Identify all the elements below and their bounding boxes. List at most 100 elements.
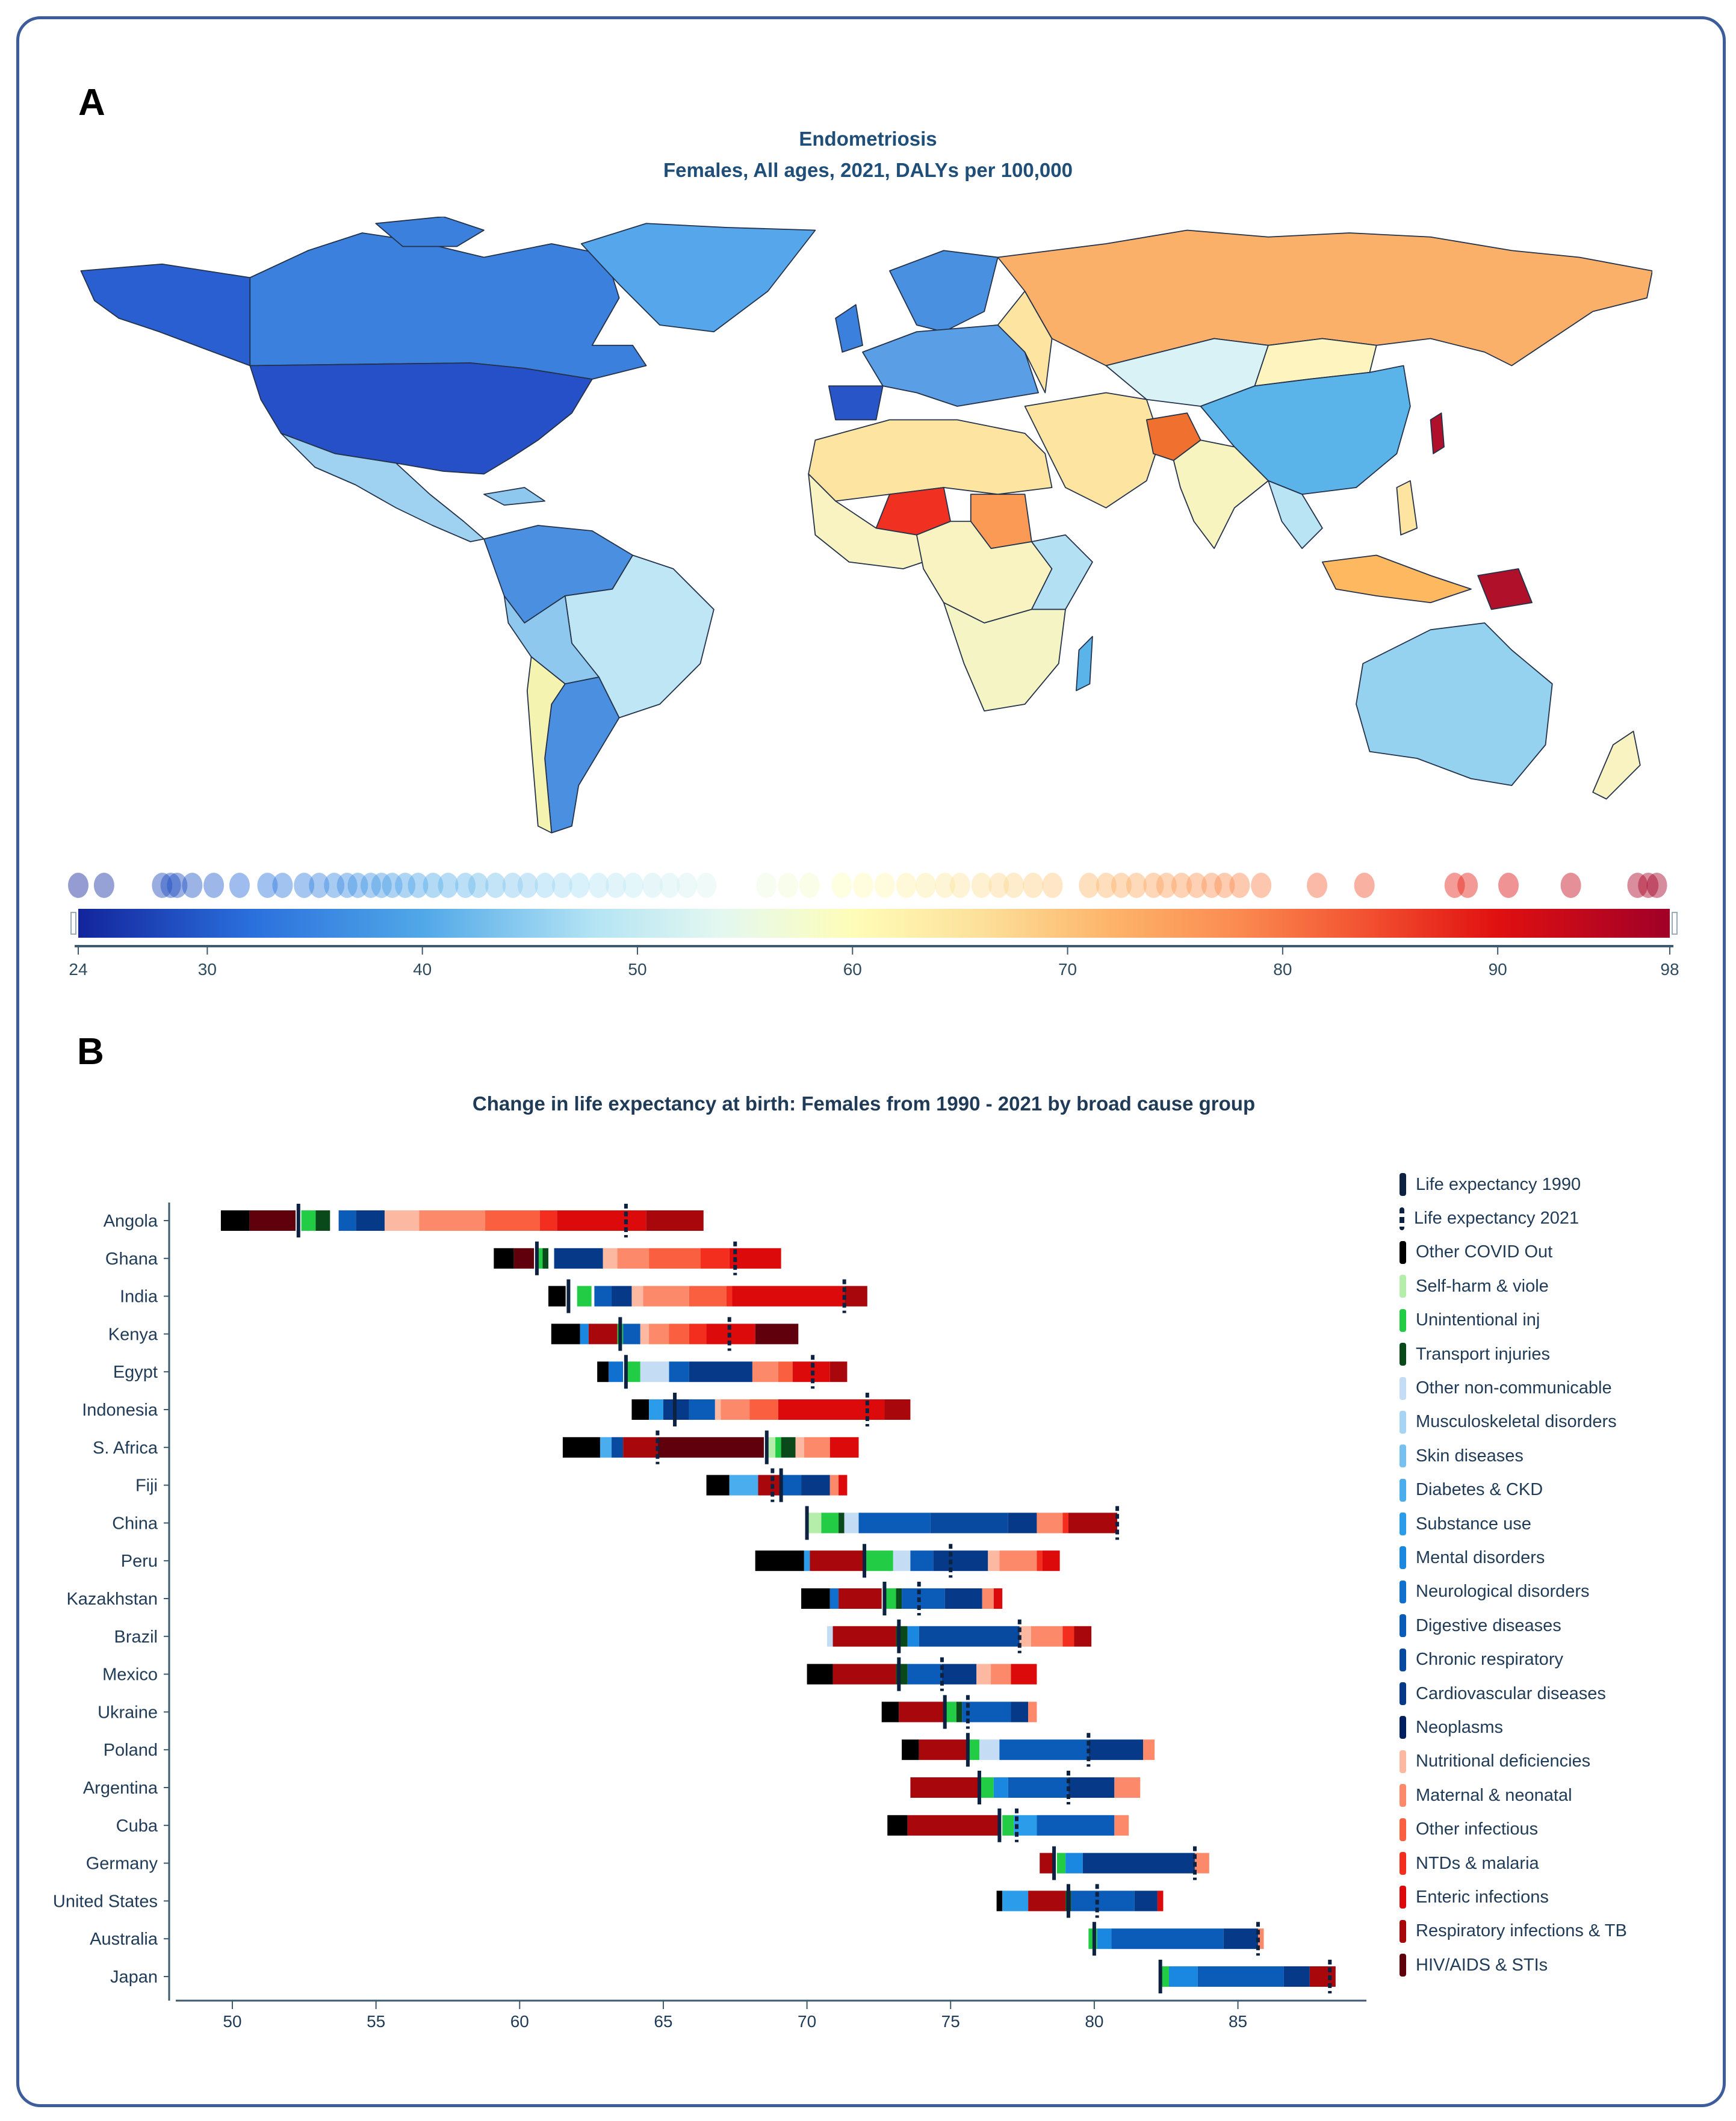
distribution-dot[interactable] [455,873,476,898]
distribution-dot[interactable] [257,873,278,898]
country-row[interactable]: Brazil [114,1619,1092,1653]
bar-segment[interactable] [1257,1928,1264,1949]
bar-segment[interactable] [996,1890,1003,1912]
bar-segment[interactable] [494,1248,514,1269]
bar-segment[interactable] [1143,1739,1155,1760]
bar-segment[interactable] [962,1701,1011,1723]
bar-segment[interactable] [249,1210,296,1231]
distribution-dot[interactable] [438,873,459,898]
bar-segment[interactable] [749,1399,778,1420]
bar-segment[interactable] [649,1324,669,1345]
bar-segment[interactable] [1134,1890,1158,1912]
bar-segment[interactable] [609,1361,624,1383]
bar-segment[interactable] [600,1437,612,1458]
bar-segment[interactable] [580,1324,589,1345]
bar-segment[interactable] [804,1550,810,1571]
bar-segment[interactable] [807,1664,833,1685]
bar-segment[interactable] [919,1626,1020,1647]
distribution-dot[interactable] [915,873,936,898]
bar-segment[interactable] [689,1361,752,1383]
distribution-dot[interactable] [1111,873,1132,898]
bar-segment[interactable] [617,1248,649,1269]
distribution-dot[interactable] [1560,873,1581,898]
bar-segment[interactable] [721,1399,750,1420]
bar-segment[interactable] [944,1701,956,1723]
bar-segment[interactable] [588,1324,618,1345]
bar-segment[interactable] [1223,1928,1258,1949]
distribution-dot[interactable] [831,873,852,898]
legend-item[interactable]: Musculoskeletal disorders [1400,1405,1627,1439]
distribution-dot[interactable] [1186,873,1207,898]
color-scale-legend[interactable]: 24 30 40 50 60 70 80 90 98 [60,861,1697,981]
country-row[interactable]: Egypt [113,1355,848,1389]
bar-segment[interactable] [631,1399,649,1420]
bar-segment[interactable] [993,1777,1008,1798]
bar-segment[interactable] [700,1248,730,1269]
distribution-dot[interactable] [1003,873,1025,898]
bar-segment[interactable] [1042,1550,1060,1571]
bar-segment[interactable] [1114,1777,1141,1798]
legend-item[interactable]: Maternal & neonatal [1400,1779,1627,1812]
country-row[interactable]: S. Africa [93,1430,859,1464]
bar-segment[interactable] [315,1210,330,1231]
distribution-dot[interactable] [659,873,680,898]
bar-segment[interactable] [896,1588,902,1609]
bar-segment[interactable] [858,1513,931,1534]
bar-segment[interactable] [902,1588,945,1609]
bar-segment[interactable] [729,1475,758,1496]
bar-segment[interactable] [944,1588,982,1609]
bar-segment[interactable] [893,1550,911,1571]
bar-segment[interactable] [536,1248,543,1269]
bar-segment[interactable] [1011,1664,1037,1685]
distribution-dot[interactable] [1627,873,1648,898]
bar-segment[interactable] [755,1550,804,1571]
bar-segment[interactable] [631,1286,643,1307]
bar-segment[interactable] [729,1248,781,1269]
bar-segment[interactable] [999,1739,1089,1760]
distribution-dot[interactable] [853,873,874,898]
bar-segment[interactable] [1019,1626,1031,1647]
distribution-dot[interactable] [1229,873,1250,898]
bar-segment[interactable] [649,1248,701,1269]
bar-segment[interactable] [919,1739,968,1760]
country-row[interactable]: Mexico [102,1657,1037,1691]
bar-segment[interactable] [999,1550,1037,1571]
country-row[interactable]: Indonesia [82,1393,911,1426]
distribution-dot[interactable] [1171,873,1192,898]
bar-segment[interactable] [1111,1928,1224,1949]
bar-segment[interactable] [625,1361,640,1383]
country-row[interactable]: China [112,1506,1120,1540]
distribution-dot[interactable] [1444,873,1465,898]
bar-segment[interactable] [933,1550,988,1571]
distribution-dot[interactable] [1214,873,1235,898]
bar-segment[interactable] [669,1324,689,1345]
bar-segment[interactable] [356,1210,385,1231]
bar-segment[interactable] [594,1286,612,1307]
bar-segment[interactable] [758,1475,781,1496]
legend-item[interactable]: NTDs & malaria [1400,1847,1627,1880]
bar-segment[interactable] [220,1210,250,1231]
bar-segment[interactable] [649,1399,663,1420]
bar-segment[interactable] [1283,1966,1310,1987]
distribution-dot[interactable] [988,873,1009,898]
bar-segment[interactable] [1008,1513,1037,1534]
legend-item[interactable]: HIV/AIDS & STIs [1400,1948,1627,1982]
bar-segment[interactable] [1157,1890,1164,1912]
bar-segment[interactable] [689,1324,707,1345]
distribution-dot[interactable] [1201,873,1222,898]
country-row[interactable]: India [120,1279,867,1313]
bar-segment[interactable] [1056,1853,1066,1874]
bar-segment[interactable] [577,1286,592,1307]
bar-segment[interactable] [513,1248,535,1269]
bar-segment[interactable] [338,1210,356,1231]
bar-segment[interactable] [829,1361,848,1383]
legend-item[interactable]: Substance use [1400,1507,1627,1541]
distribution-dot[interactable] [535,873,556,898]
bar-segment[interactable] [979,1739,1000,1760]
bar-segment[interactable] [801,1475,830,1496]
bar-segment[interactable] [795,1437,804,1458]
distribution-dot[interactable] [642,873,663,898]
bar-segment[interactable] [1114,1815,1129,1836]
bar-segment[interactable] [1011,1701,1029,1723]
distribution-dot[interactable] [485,873,506,898]
